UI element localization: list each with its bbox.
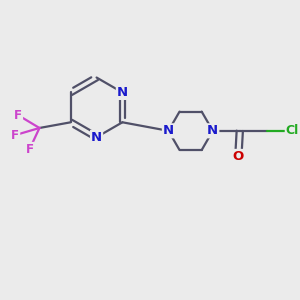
Text: N: N bbox=[117, 86, 128, 99]
Text: N: N bbox=[163, 124, 174, 137]
Text: O: O bbox=[233, 150, 244, 163]
Text: F: F bbox=[14, 109, 22, 122]
Text: Cl: Cl bbox=[286, 124, 299, 137]
Text: N: N bbox=[91, 131, 102, 144]
Text: N: N bbox=[207, 124, 218, 137]
Text: F: F bbox=[26, 143, 34, 156]
Text: F: F bbox=[11, 129, 19, 142]
